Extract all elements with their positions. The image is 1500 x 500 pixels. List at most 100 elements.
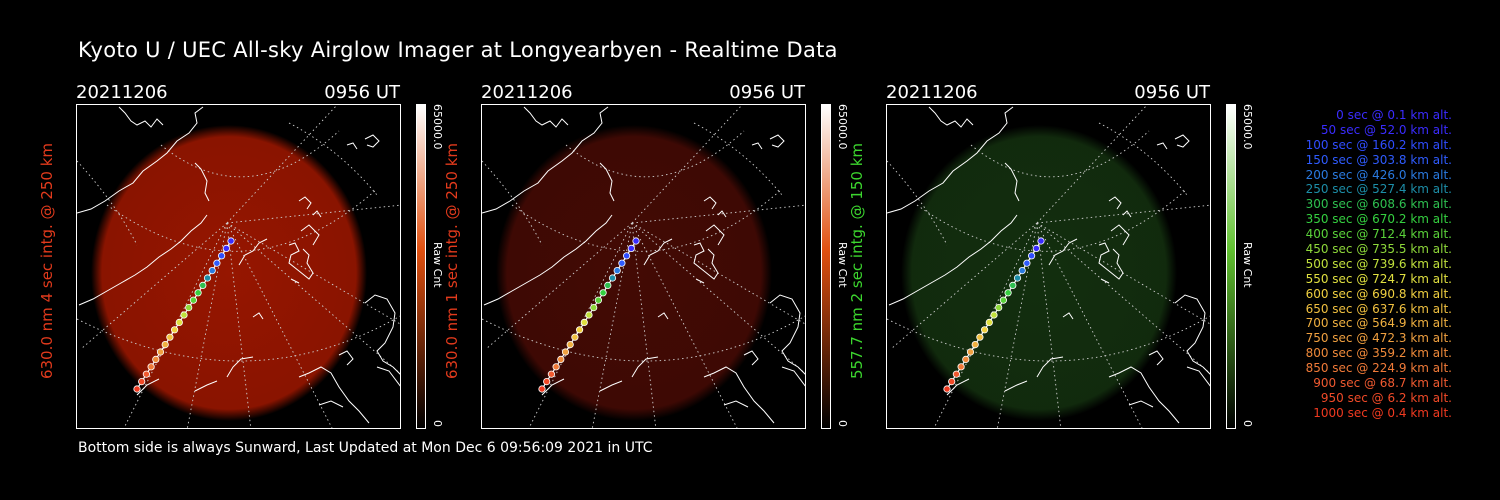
coastline	[703, 196, 717, 210]
coastline	[252, 312, 264, 320]
coastline	[693, 242, 719, 280]
panel-3: 20211206 0956 UT 557.7 nm 2 sec intg. @ 15…	[848, 82, 1288, 442]
coastline	[1186, 366, 1210, 387]
grid-line	[160, 130, 340, 178]
trajectory-point	[547, 370, 556, 378]
colorbar-unit-label: Raw Cnt	[836, 242, 849, 288]
trajectory-point	[171, 326, 179, 334]
grid-line	[1036, 222, 1062, 428]
panel-date: 20211206	[76, 82, 168, 103]
trajectory-point	[1018, 267, 1026, 275]
coastline	[318, 400, 344, 408]
coastline	[743, 350, 759, 366]
trajectory-point	[948, 377, 956, 386]
colorbar-unit-label: Raw Cnt	[1241, 242, 1254, 288]
panel-2: 20211206 0956 UT 630.0 nm 1 sec intg. @ 25…	[443, 82, 883, 442]
legend-item: 0 sec @ 0.1 km alt.	[1336, 108, 1452, 122]
coastline	[657, 312, 669, 320]
trajectory-point	[576, 326, 584, 334]
panel-date: 20211206	[886, 82, 978, 103]
legend-item: 450 sec @ 735.5 km alt.	[1305, 242, 1452, 257]
coastline	[1156, 142, 1168, 150]
coastline	[1108, 196, 1122, 210]
trajectory-point	[623, 252, 631, 260]
grid-line	[565, 130, 745, 178]
coastline	[1100, 278, 1110, 284]
coastline	[338, 350, 354, 366]
coastline	[376, 366, 400, 387]
trajectory-point	[571, 333, 579, 341]
trajectory-point	[1037, 237, 1045, 245]
coastline	[541, 378, 565, 396]
trajectory-point	[557, 355, 565, 363]
trajectory-point	[594, 296, 603, 304]
trajectory-point	[218, 252, 226, 260]
trajectory-point	[585, 311, 593, 319]
trajectory-point	[985, 318, 993, 326]
panel-time: 0956 UT	[729, 82, 805, 103]
wavelength-label: 557.7 nm 2 sec intg. @ 150 km	[848, 142, 866, 380]
grid-line	[890, 222, 1038, 350]
trajectory-point	[166, 333, 174, 341]
airglow-field	[901, 125, 1177, 421]
coastline	[298, 366, 370, 424]
colorbar-min-label: 0	[836, 420, 849, 427]
grid-line	[186, 222, 228, 428]
trajectory-point	[161, 341, 169, 349]
trajectory-point	[1032, 244, 1040, 252]
coastline	[364, 294, 400, 375]
colorbar	[416, 104, 426, 429]
legend-item: 300 sec @ 608.6 km alt.	[1305, 197, 1452, 212]
trajectory-point	[590, 304, 598, 312]
coastline	[631, 356, 659, 378]
coastline	[483, 214, 613, 306]
grid-line	[970, 130, 1150, 178]
allsky-image	[887, 105, 1210, 428]
legend-item: 1000 sec @ 0.4 km alt.	[1313, 405, 1452, 420]
panel-time: 0956 UT	[324, 82, 400, 103]
coastline	[118, 106, 164, 128]
allsky-image	[482, 105, 805, 428]
trajectory-point	[599, 289, 607, 297]
trajectory-point	[213, 259, 221, 267]
coastline	[298, 196, 312, 210]
coastline	[238, 238, 268, 266]
legend-item: 250 sec @ 527.4 km alt.	[1305, 182, 1452, 197]
coastline	[695, 278, 705, 284]
legend-item: 800 sec @ 359.2 km alt.	[1305, 346, 1452, 361]
trajectory-point	[962, 355, 970, 363]
coastline	[523, 106, 569, 128]
page-title: Kyoto U / UEC All-sky Airglow Imager at …	[78, 38, 838, 62]
trajectory-point	[538, 385, 546, 393]
trajectory-point	[1009, 281, 1017, 289]
panel-time: 0956 UT	[1134, 82, 1210, 103]
coastline	[1174, 134, 1190, 148]
legend-item: 650 sec @ 637.6 km alt.	[1305, 301, 1452, 316]
allsky-map	[481, 104, 806, 429]
colorbar	[821, 104, 831, 429]
coastline	[946, 378, 970, 396]
legend-item: 350 sec @ 670.2 km alt.	[1305, 212, 1452, 227]
grid-line	[631, 222, 657, 428]
coastline	[194, 380, 218, 392]
trajectory-point	[971, 341, 979, 349]
coastline	[312, 210, 322, 218]
grid-line	[80, 222, 228, 350]
trajectory-point	[561, 348, 570, 356]
legend-item: 200 sec @ 426.0 km alt.	[1305, 167, 1452, 182]
allsky-map	[76, 104, 401, 429]
legend-item: 400 sec @ 712.4 km alt.	[1305, 227, 1452, 242]
trajectory-point	[189, 296, 198, 304]
coastline	[364, 134, 380, 148]
legend-item: 50 sec @ 52.0 km alt.	[1320, 122, 1452, 137]
grid-line	[485, 222, 633, 350]
grid-line	[1036, 222, 1143, 428]
trajectory-point	[138, 377, 146, 386]
coastline	[1048, 238, 1078, 266]
coastline	[928, 106, 974, 128]
trajectory-point	[966, 348, 975, 356]
trajectory-point	[185, 304, 193, 312]
coastline	[1128, 400, 1154, 408]
coastline	[703, 366, 775, 424]
coastline	[136, 378, 160, 396]
